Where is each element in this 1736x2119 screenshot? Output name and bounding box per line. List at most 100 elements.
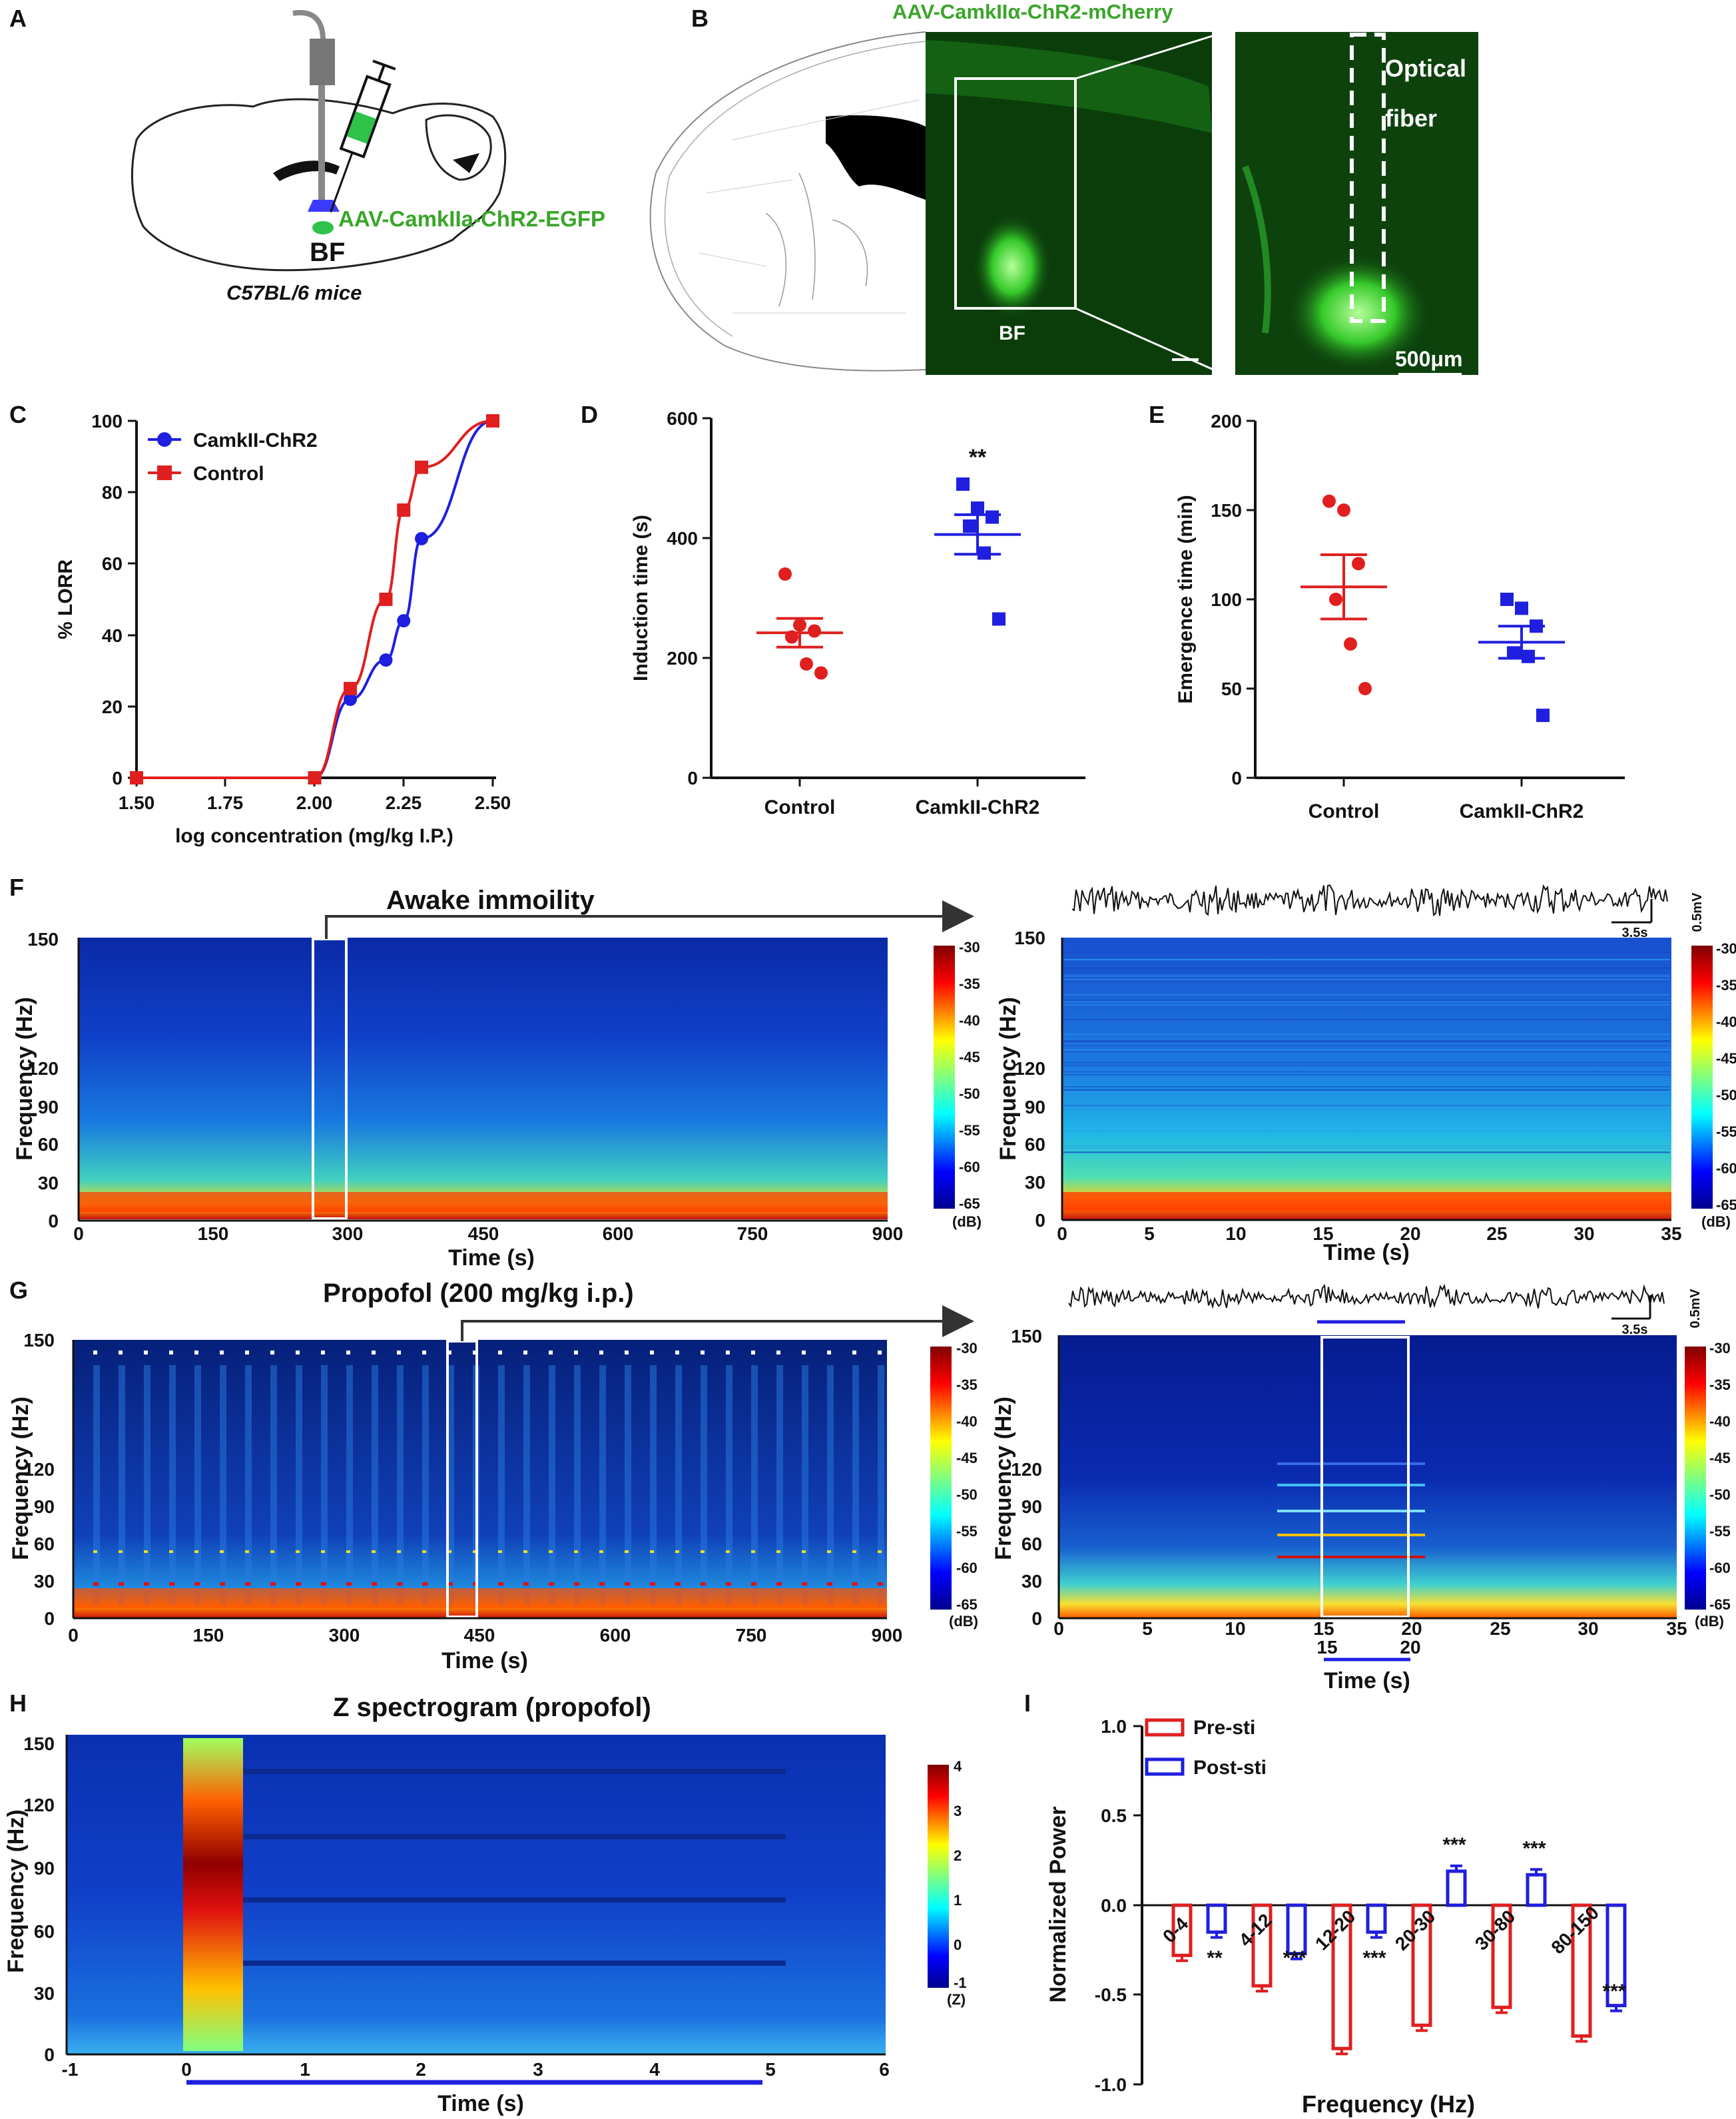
f-right-cbar-tick: -60	[1716, 1160, 1736, 1177]
d-plot-point	[992, 612, 1006, 626]
g-right-x-tick: 25	[1490, 1618, 1510, 1639]
c-point	[379, 593, 393, 606]
f-trace-scale-t-label: 3.5s	[1622, 926, 1648, 940]
g-right-x-tick: 30	[1578, 1618, 1598, 1639]
d-plot-area	[756, 477, 1021, 680]
f-right-cbar-tick: -45	[1716, 1050, 1736, 1067]
g-right-x-tick: 0	[1053, 1618, 1064, 1639]
c-y-tick: 100	[91, 411, 123, 432]
h-cbar-tick: 3	[954, 1803, 962, 1819]
legend-marker-camkii	[157, 432, 172, 447]
g-left-marker	[650, 1351, 654, 1355]
e-y-label: Emergence time (min)	[1175, 495, 1197, 703]
f-right-y-tick: 150	[1014, 928, 1045, 948]
e-y-tick: 150	[1211, 500, 1242, 521]
i-significance: ***	[1602, 1980, 1625, 2002]
g-left-y-tick: 30	[34, 1571, 55, 1592]
f-left-x-tick: 0	[73, 1223, 84, 1244]
g-left-stripes	[93, 1351, 884, 1605]
h-x-tick: 0	[181, 2059, 192, 2080]
legend-label-post: Post-sti	[1193, 1757, 1267, 1779]
panel-d: D 0 200 400 600 Control CamkII-ChR2 Indu…	[581, 401, 1085, 818]
h-title: Z spectrogram (propofol)	[333, 1693, 651, 1722]
h-y-tick: 120	[23, 1795, 55, 1815]
h-colorbar	[928, 1765, 949, 1988]
g-left-y-tick: 120	[23, 1459, 55, 1480]
g-left-stripe	[270, 1365, 277, 1605]
g-left-stripe	[827, 1365, 834, 1605]
d-x-tick: Control	[764, 796, 836, 818]
f-left-selection-box	[312, 938, 348, 1220]
g-left-marker	[498, 1351, 502, 1355]
c-x-tick: 2.50	[475, 792, 511, 813]
c-x-label: log concentration (mg/kg I.P.)	[175, 825, 453, 847]
g-left-dot	[574, 1550, 578, 1553]
c-y-tick: 20	[102, 697, 123, 717]
panel-i: I 1.0 0.5 0.0 -0.5 -1.0 Normalized Power…	[1024, 1689, 1627, 2118]
h-cbar-tick: -1	[954, 1974, 967, 1991]
g-left-dot	[599, 1550, 603, 1553]
f-right-colorbar	[1691, 946, 1713, 1209]
g-right-y-tick: 150	[1011, 1326, 1042, 1347]
c-plot-area	[130, 414, 499, 784]
g-left-stripe	[119, 1365, 125, 1605]
i-y-label: Normalized Power	[1045, 1807, 1071, 2003]
g-left-dot	[549, 1582, 554, 1586]
e-plot-area	[1301, 494, 1565, 723]
g-left-dot	[650, 1550, 654, 1553]
h-x-tick: 5	[765, 2059, 776, 2080]
g-trace-scale-v-label: 0.5mV	[1688, 1289, 1703, 1329]
g-left-dot	[119, 1582, 124, 1586]
f-left-y-tick: 90	[38, 1097, 59, 1117]
i-y-tick: 1.0	[1101, 1716, 1127, 1737]
f-right-y-tick: 120	[1014, 1058, 1045, 1079]
legend-swatch-post	[1145, 1757, 1185, 1776]
g-left-cbar-tick: -35	[956, 1376, 978, 1393]
h-y-tick: 150	[23, 1733, 55, 1754]
g-left-y-tick: 60	[34, 1534, 55, 1554]
d-plot-point	[986, 510, 999, 524]
c-y-ticks: 0 20 40 60 80 100	[91, 411, 137, 788]
g-left-marker	[726, 1351, 730, 1355]
zoom-box	[954, 77, 1077, 310]
brain-atlas	[649, 31, 926, 372]
c-point	[486, 414, 499, 428]
g-left-stripe	[144, 1365, 150, 1605]
legend-label-pre: Pre-sti	[1193, 1717, 1255, 1739]
e-y-ticks: 0 50 100 150 200	[1211, 411, 1255, 788]
f-right-x-ticks: 0 5 10 15 20 25 30 35	[1057, 1223, 1681, 1244]
h-cbar-tick: 0	[954, 1937, 962, 1953]
g-left-marker	[852, 1351, 856, 1355]
g-left-marker	[574, 1351, 578, 1355]
g-left-dot	[245, 1582, 250, 1586]
legend-label-camkii: CamkII-ChR2	[193, 430, 318, 452]
i-bar-Post-sti	[1206, 1903, 1227, 1934]
h-x-tick: 2	[416, 2059, 426, 2080]
i-significance: ***	[1442, 1834, 1466, 1856]
e-y-tick: 50	[1221, 679, 1242, 699]
g-left-dot	[447, 1550, 451, 1553]
panel-e: E 0 50 100 150 200 Control CamkII-ChR2 E…	[1149, 401, 1625, 822]
d-plot-point	[971, 501, 984, 515]
e-plot-point	[1358, 682, 1372, 695]
i-y-tick: -0.5	[1095, 1984, 1127, 2005]
fiber-label-line2: fiber	[1385, 105, 1437, 132]
g-eeg-trace	[1068, 1283, 1665, 1309]
h-x-tick: 4	[649, 2059, 660, 2080]
f-left-cbar-tick: -40	[959, 1012, 980, 1029]
g-right-spectrogram	[1059, 1335, 1677, 1618]
c-x-tick: 2.00	[296, 792, 333, 813]
g-left-marker	[270, 1351, 274, 1355]
panel-label-i: I	[1024, 1689, 1031, 1717]
g-left-stripe	[625, 1365, 631, 1605]
g-left-x-tick: 900	[872, 1625, 903, 1646]
h-x-ticks: -1 0 1 2 3 4 5 6	[62, 2059, 890, 2080]
d-x-tick: CamkII-ChR2	[916, 796, 1040, 818]
g-left-dot	[144, 1582, 149, 1586]
g-right-colorbar-ticks: -30 -35 -40 -45 -50 -55 -60 -65 (dB)	[1695, 1340, 1731, 1630]
g-right-y-tick: 60	[1021, 1534, 1042, 1554]
g-left-stripe	[194, 1365, 201, 1605]
g-left-marker	[220, 1351, 224, 1355]
h-x-tick: -1	[62, 2059, 79, 2080]
g-left-dot	[498, 1550, 502, 1553]
